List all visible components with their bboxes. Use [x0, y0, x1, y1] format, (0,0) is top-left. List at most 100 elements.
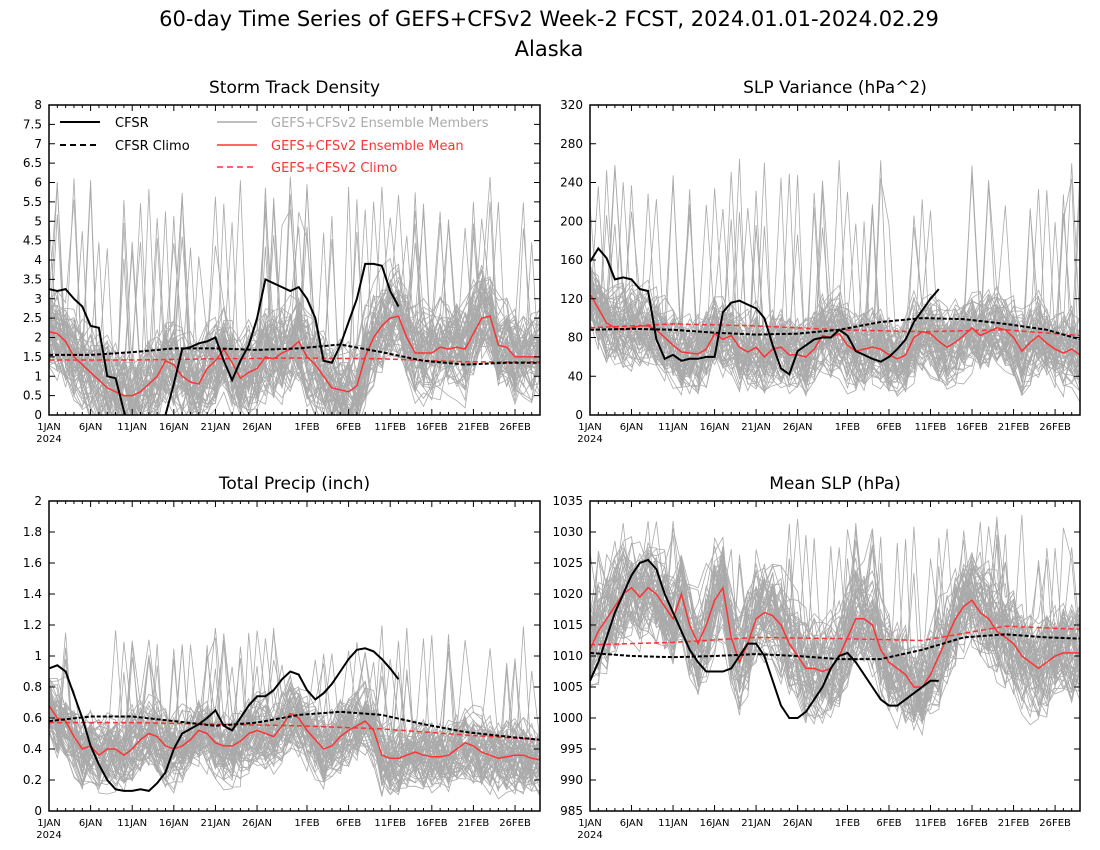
series-gefs-climo-storm-track-density — [49, 357, 540, 363]
x-tick-label: 11FEB — [374, 818, 406, 829]
x-tick-label: 21JAN — [741, 422, 771, 433]
ensemble-member-line — [590, 522, 1080, 696]
y-tick-label: 1000 — [552, 711, 583, 725]
y-tick-label: 1010 — [552, 649, 583, 663]
y-tick-label: 990 — [560, 773, 583, 787]
y-tick-label: 985 — [560, 804, 583, 818]
x-tick-label: 11JAN — [117, 422, 147, 433]
x-tick-label: 16FEB — [416, 818, 448, 829]
panel-storm-track-density: Storm Track Density 0 0.5 1 1.5 2 2.5 3 3.5 4 4.5 5… — [23, 78, 541, 445]
ensemble-members-total-precip — [49, 625, 540, 800]
y-tick-label: 280 — [560, 137, 583, 151]
x-tick-label: 6JAN — [620, 818, 643, 829]
ensemble-members-mean-slp — [590, 514, 1080, 737]
x-tick-label: 11JAN — [658, 818, 688, 829]
y-tick-label: 4.5 — [23, 234, 42, 248]
x-tick-label: 11FEB — [915, 818, 947, 829]
ensemble-member-line — [49, 201, 540, 415]
y-tick-label: 1.5 — [23, 350, 42, 364]
x-year-label: 2024 — [36, 830, 61, 841]
x-year-label: 2024 — [36, 434, 61, 445]
x-tick-label: 1FEB — [835, 422, 860, 433]
x-tick-label: 21JAN — [741, 818, 771, 829]
plot-area-storm-track-density — [49, 176, 540, 415]
x-tick-label: 16JAN — [159, 422, 189, 433]
y-tick-label: 320 — [560, 98, 583, 112]
x-tick-label: 6JAN — [620, 422, 643, 433]
ensemble-member-line — [590, 215, 1080, 395]
y-tick-label: 0 — [34, 804, 42, 818]
y-tick-label: 1.4 — [23, 587, 42, 601]
y-tick-label: 3 — [34, 292, 42, 306]
series-cfsr-total-precip — [49, 647, 400, 792]
x-tick-label: 6FEB — [336, 818, 361, 829]
ensemble-member-line — [590, 522, 1080, 737]
y-tick-label: 1.6 — [23, 556, 42, 570]
plot-area-slp-variance — [590, 158, 1080, 403]
panel-mean-slp: Mean SLP (hPa) 985 990 995 1000 1005 1010 1015 1… — [552, 474, 1081, 841]
y-tick-label: 1015 — [552, 618, 583, 632]
y-tick-label: 0.4 — [23, 742, 42, 756]
y-tick-label: 4 — [34, 253, 42, 267]
ensemble-member-line — [590, 554, 1080, 719]
y-tick-label: 2.5 — [23, 311, 42, 325]
y-tick-label: 240 — [560, 176, 583, 190]
x-tick-label: 1FEB — [294, 818, 319, 829]
ensemble-member-line — [49, 645, 540, 786]
plot-area-mean-slp — [590, 514, 1080, 737]
ensemble-member-line — [590, 167, 1080, 388]
x-tick-label: 21FEB — [998, 422, 1030, 433]
y-tick-label: 8 — [34, 98, 42, 112]
ensemble-member-line — [590, 528, 1080, 716]
x-tick-label: 26FEB — [1039, 818, 1071, 829]
y-tick-label: 1.8 — [23, 525, 42, 539]
y-tick-label: 1035 — [552, 494, 583, 508]
ensemble-member-line — [49, 232, 540, 415]
plot-frame-slp-variance — [589, 104, 1081, 416]
y-tick-label: 120 — [560, 292, 583, 306]
ensemble-member-line — [590, 296, 1080, 392]
x-tick-label: 16JAN — [700, 422, 730, 433]
x-tick-label: 16JAN — [159, 818, 189, 829]
ensemble-member-line — [590, 295, 1080, 385]
x-tick-label: 1FEB — [294, 422, 319, 433]
ensemble-member-line — [49, 627, 540, 783]
x-year-label: 2024 — [577, 830, 602, 841]
ensemble-member-line — [49, 642, 540, 786]
x-tick-label: 1FEB — [835, 818, 860, 829]
y-tick-label: 1030 — [552, 525, 583, 539]
ensemble-member-line — [590, 190, 1080, 391]
ensemble-member-line — [590, 539, 1080, 721]
x-tick-label: 21FEB — [998, 818, 1030, 829]
x-tick-label: 26JAN — [242, 818, 272, 829]
x-tick-label: 16FEB — [956, 422, 988, 433]
series-cfsr-storm-track-density — [49, 262, 400, 415]
y-tick-label: 6 — [34, 176, 42, 190]
ensemble-member-line — [49, 625, 540, 793]
y-tick-label: 0.2 — [23, 773, 42, 787]
ensemble-member-line — [590, 521, 1080, 718]
x-tick-label: 26JAN — [783, 422, 813, 433]
ensemble-member-line — [49, 201, 540, 415]
x-tick-label: 26FEB — [1039, 422, 1071, 433]
y-tick-label: 7 — [34, 137, 42, 151]
ensemble-member-line — [49, 647, 540, 791]
y-tick-label: 0.6 — [23, 711, 42, 725]
ensemble-member-line — [590, 539, 1080, 715]
legend: CFSR CFSR Climo GEFS+CFSv2 Ensemble Memb… — [60, 116, 489, 176]
ensemble-member-line — [590, 526, 1080, 710]
ensemble-member-line — [49, 211, 540, 415]
ensemble-member-line — [590, 268, 1080, 380]
y-tick-label: 5 — [34, 214, 42, 228]
y-tick-label: 7.5 — [23, 117, 42, 131]
y-tick-label: 0 — [34, 408, 42, 422]
y-tick-label: 5.5 — [23, 195, 42, 209]
y-tick-label: 0.8 — [23, 680, 42, 694]
ensemble-member-line — [49, 187, 540, 415]
legend-cfsr-climo-label: CFSR Climo — [115, 139, 190, 154]
x-tick-label: 6FEB — [876, 422, 901, 433]
x-tick-label: 1JAN — [37, 818, 60, 829]
y-tick-label: 1 — [34, 649, 42, 663]
y-tick-label: 1025 — [552, 556, 583, 570]
